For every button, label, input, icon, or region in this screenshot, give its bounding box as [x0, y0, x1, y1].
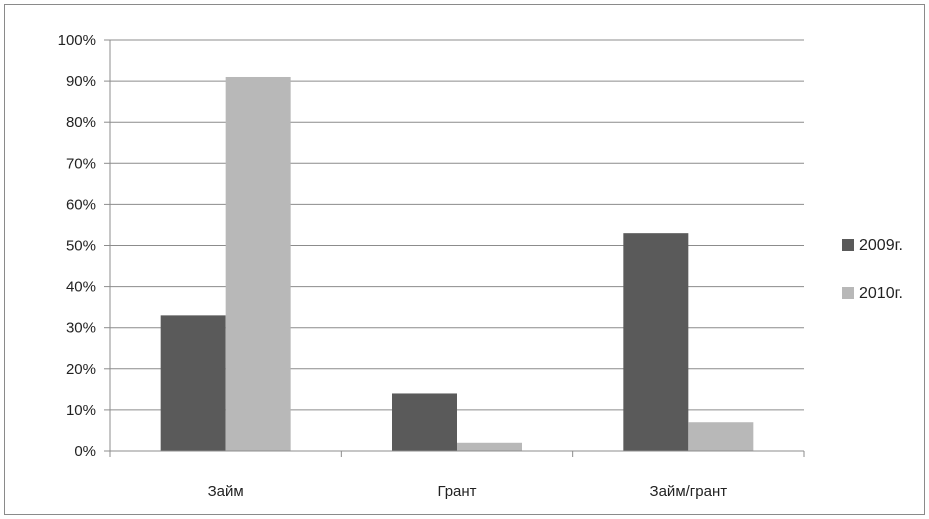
bar	[225, 76, 291, 452]
bar	[392, 393, 457, 451]
legend-swatch	[842, 287, 854, 299]
y-tick-label: 70%	[66, 155, 96, 172]
bar	[457, 442, 522, 451]
x-category-label: Займ	[208, 483, 244, 500]
y-tick-label: 100%	[58, 32, 96, 49]
bars	[160, 76, 754, 452]
y-tick-label: 0%	[74, 443, 96, 460]
y-axis-tick-labels: 0% 10% 20% 30% 40% 50% 60% 70% 80% 90% 100%	[58, 32, 96, 460]
legend: 2009г. 2010г.	[842, 237, 903, 302]
y-tick-label: 50%	[66, 238, 96, 255]
y-tick-label: 40%	[66, 279, 96, 296]
bar	[160, 315, 226, 451]
bar	[623, 233, 689, 451]
legend-swatch	[842, 239, 854, 251]
y-tick-label: 80%	[66, 114, 96, 131]
y-tick-label: 30%	[66, 320, 96, 337]
legend-label: 2009г.	[859, 237, 903, 254]
x-category-label: Займ/грант	[650, 483, 728, 500]
x-axis-category-labels: Займ Грант Займ/грант	[208, 483, 728, 500]
bar	[688, 422, 754, 451]
x-category-label: Грант	[437, 483, 476, 500]
y-tick-label: 20%	[66, 361, 96, 378]
y-tick-label: 60%	[66, 196, 96, 213]
y-tick-label: 90%	[66, 73, 96, 90]
chart-frame	[4, 4, 925, 515]
x-axis	[109, 450, 805, 457]
y-tick-label: 10%	[66, 402, 96, 419]
legend-label: 2010г.	[859, 285, 903, 302]
